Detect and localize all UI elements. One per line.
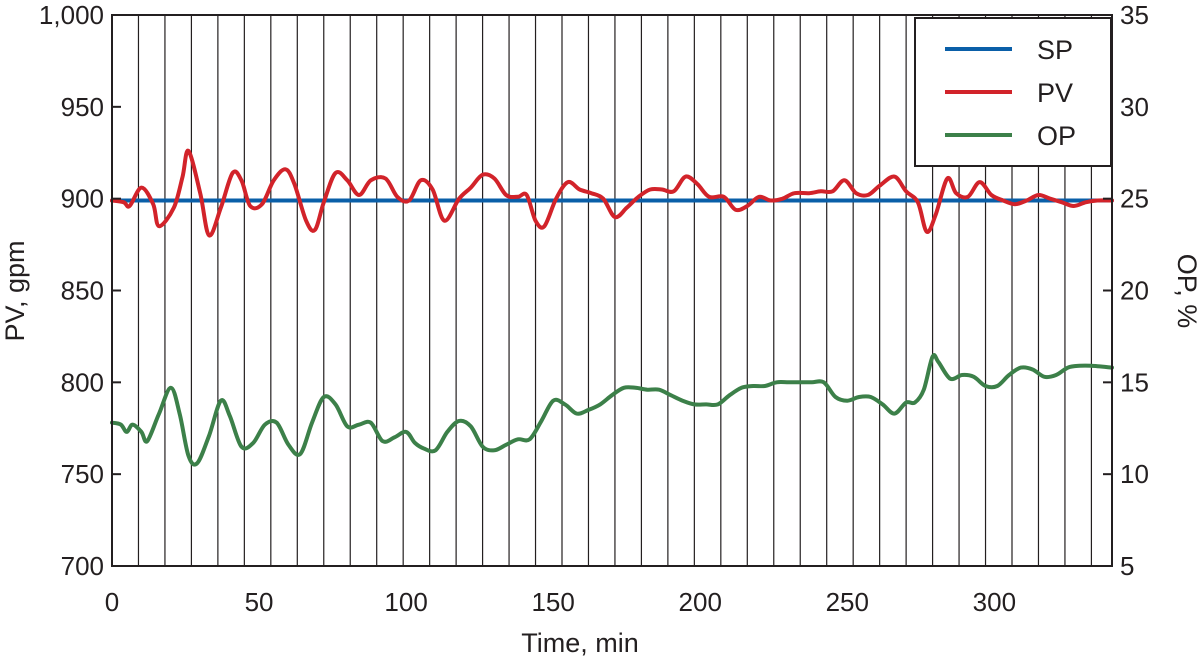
legend-box — [914, 17, 1112, 167]
grid-lines — [137, 15, 1093, 566]
series-line-pv — [110, 148, 1114, 238]
y-tick-label: 950 — [61, 92, 104, 122]
y2-tick-label: 15 — [1120, 367, 1149, 397]
x-tick-label: 100 — [384, 587, 427, 617]
series-line-op — [110, 353, 1114, 467]
y-tick-label: 850 — [61, 276, 104, 306]
y-tick-label: 900 — [61, 184, 104, 214]
legend-label-pv: PV — [1037, 78, 1073, 108]
x-tick-label: 150 — [531, 587, 574, 617]
y2-tick-label: 20 — [1120, 276, 1149, 306]
y2-tick-label: 10 — [1120, 459, 1149, 489]
y2-tick-label: 5 — [1120, 551, 1134, 581]
legend-label-sp: SP — [1037, 35, 1073, 65]
y2-tick-label: 30 — [1120, 92, 1149, 122]
tick-labels: 0 50 100 150 200 250 300 700 750 800 850 900 950 1,00… — [39, 0, 1149, 617]
y-axis-title-left: PV, gpm — [0, 240, 30, 341]
x-axis-title: Time, min — [521, 628, 639, 658]
x-tick-label: 0 — [105, 587, 119, 617]
y-tick-label: 700 — [61, 551, 104, 581]
x-tick-label: 200 — [679, 587, 722, 617]
y2-tick-label: 25 — [1120, 184, 1149, 214]
series-lines — [110, 148, 1114, 467]
legend: SP PV OP — [914, 17, 1112, 167]
x-tick-label: 250 — [826, 587, 869, 617]
y2-tick-label: 35 — [1120, 0, 1149, 30]
y-axis-title-right: OP, % — [1172, 254, 1200, 329]
y-tick-label: 800 — [61, 367, 104, 397]
y-tick-label: 750 — [61, 459, 104, 489]
y-tick-label: 1,000 — [39, 0, 104, 30]
x-tick-label: 300 — [973, 587, 1016, 617]
legend-label-op: OP — [1037, 121, 1076, 151]
x-tick-label: 50 — [245, 587, 274, 617]
